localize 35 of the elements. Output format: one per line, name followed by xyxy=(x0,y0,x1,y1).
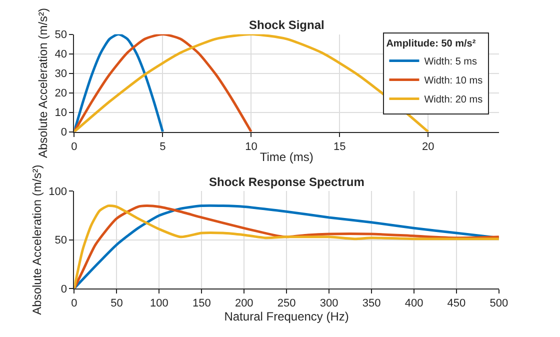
x-tick-label: 100 xyxy=(150,298,168,310)
y-tick-label: 50 xyxy=(54,234,68,247)
legend-label: Width: 20 ms xyxy=(424,94,483,106)
y-tick-label: 50 xyxy=(54,29,68,42)
x-tick-label: 450 xyxy=(447,298,466,310)
x-tick-label: 10 xyxy=(245,140,258,153)
x-axis-title: Time (ms) xyxy=(260,150,314,164)
x-tick-label: 400 xyxy=(404,298,424,310)
legend-label: Width: 5 ms xyxy=(424,56,478,68)
x-tick-label: 250 xyxy=(277,298,296,310)
y-axis-title: Absolute Acceleration (m/s²) xyxy=(36,8,50,158)
y-tick-label: 40 xyxy=(54,48,68,61)
y-tick-label: 0 xyxy=(60,126,68,139)
x-tick-label: 200 xyxy=(234,298,254,310)
y-axis-title: Absolute Acceleration (m/s²) xyxy=(30,164,44,315)
x-tick-label: 5 xyxy=(160,140,166,153)
x-tick-label: 0 xyxy=(71,140,78,153)
x-axis-title: Natural Frequency (Hz) xyxy=(224,310,349,324)
y-tick-label: 20 xyxy=(54,88,68,100)
x-tick-label: 300 xyxy=(320,298,338,310)
y-tick-label: 0 xyxy=(60,283,68,296)
x-tick-label: 500 xyxy=(490,298,508,310)
x-tick-label: 350 xyxy=(362,298,381,310)
chart-title: Shock Response Spectrum xyxy=(209,175,364,189)
x-tick-label: 15 xyxy=(334,140,346,153)
x-tick-label: 20 xyxy=(422,140,434,153)
x-tick-label: 150 xyxy=(192,298,211,310)
legend-label: Width: 10 ms xyxy=(424,76,483,87)
legend-title: Amplitude: 50 m/s² xyxy=(386,38,476,50)
chart-title: Shock Signal xyxy=(249,18,324,32)
y-tick-label: 30 xyxy=(54,68,68,80)
x-tick-label: 50 xyxy=(110,298,123,310)
y-tick-label: 100 xyxy=(48,186,68,198)
x-tick-label: 0 xyxy=(71,298,78,310)
y-tick-label: 10 xyxy=(54,107,68,120)
